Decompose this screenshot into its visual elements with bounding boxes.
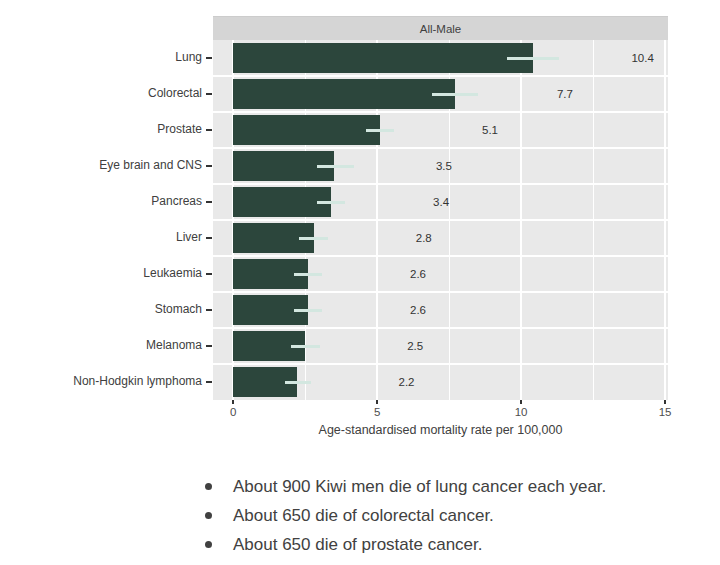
error-bar [294,309,323,312]
y-axis-tick [206,93,212,95]
error-bar [366,129,395,132]
x-axis-tick [664,400,666,404]
value-label: 2.6 [410,268,426,280]
y-axis-tick [206,237,212,239]
minor-gridline [213,111,668,113]
minor-gridline [213,363,668,365]
x-axis-tick-label: 15 [659,406,672,418]
y-axis-tick [206,129,212,131]
value-label: 2.6 [410,304,426,316]
category-label: Lung [0,50,202,64]
minor-gridline [213,75,668,77]
minor-gridline [213,183,668,185]
error-bar [285,381,311,384]
error-bar [299,237,328,240]
minor-gridline [213,255,668,257]
value-label: 3.4 [433,196,449,208]
bar [233,115,380,145]
x-axis-tick [520,400,522,404]
category-label: Melanoma [0,338,202,352]
note-item: About 650 die of colorectal cancer. [205,501,606,530]
category-label: Stomach [0,302,202,316]
bullet-icon [205,541,212,548]
facet-strip-label: All-Male [420,23,462,35]
x-axis-tick-label: 0 [230,406,236,418]
value-label: 10.4 [631,52,653,64]
y-axis-tick [206,57,212,59]
minor-gridline [213,147,668,149]
error-bar [291,345,320,348]
bar [233,79,455,109]
error-bar [294,273,323,276]
x-axis-tick-label: 10 [515,406,528,418]
error-bar [507,57,559,60]
value-label: 5.1 [482,124,498,136]
y-axis-tick [206,381,212,383]
minor-gridline [213,327,668,329]
plot-panel: 10.4 7.7 5.1 3.5 3.4 2.8 2.6 2.6 2.5 2.2 [213,40,668,400]
category-label: Non-Hodgkin lymphoma [0,374,202,388]
y-axis-tick [206,165,212,167]
value-label: 3.5 [436,160,452,172]
y-axis-tick [206,345,212,347]
y-axis-tick [206,273,212,275]
category-label: Colorectal [0,86,202,100]
note-text: About 900 Kiwi men die of lung cancer ea… [233,477,606,497]
error-bar [317,165,354,168]
y-axis-tick [206,309,212,311]
x-axis-tick [232,400,234,404]
category-label: Pancreas [0,194,202,208]
note-text: About 650 die of prostate cancer. [233,535,483,555]
y-axis-tick [206,201,212,203]
category-label: Liver [0,230,202,244]
bullet-icon [205,483,212,490]
category-label: Leukaemia [0,266,202,280]
value-label: 2.2 [399,376,415,388]
x-axis-title: Age-standardised mortality rate per 100,… [213,423,668,437]
bullet-icon [205,512,212,519]
note-text: About 650 die of colorectal cancer. [233,506,494,526]
mortality-bar-chart: All-Male 10.4 7.7 5.1 3.5 3.4 2.8 2.6 2.6 2.5 2.2… [0,0,720,460]
minor-gridline [213,219,668,221]
facet-strip: All-Male [213,16,668,40]
x-axis-tick-label: 5 [374,406,380,418]
note-item: About 900 Kiwi men die of lung cancer ea… [205,472,606,501]
bar [233,43,532,73]
note-item: About 650 die of prostate cancer. [205,530,606,559]
screenshot-root: All-Male 10.4 7.7 5.1 3.5 3.4 2.8 2.6 2.6 2.5 2.2… [0,0,720,565]
value-label: 2.5 [407,340,423,352]
value-label: 7.7 [557,88,573,100]
error-bar [317,201,346,204]
notes-list: About 900 Kiwi men die of lung cancer ea… [205,472,606,559]
minor-gridline [213,291,668,293]
error-bar [432,93,478,96]
x-axis-tick [376,400,378,404]
category-label: Eye brain and CNS [0,158,202,172]
category-label: Prostate [0,122,202,136]
value-label: 2.8 [416,232,432,244]
